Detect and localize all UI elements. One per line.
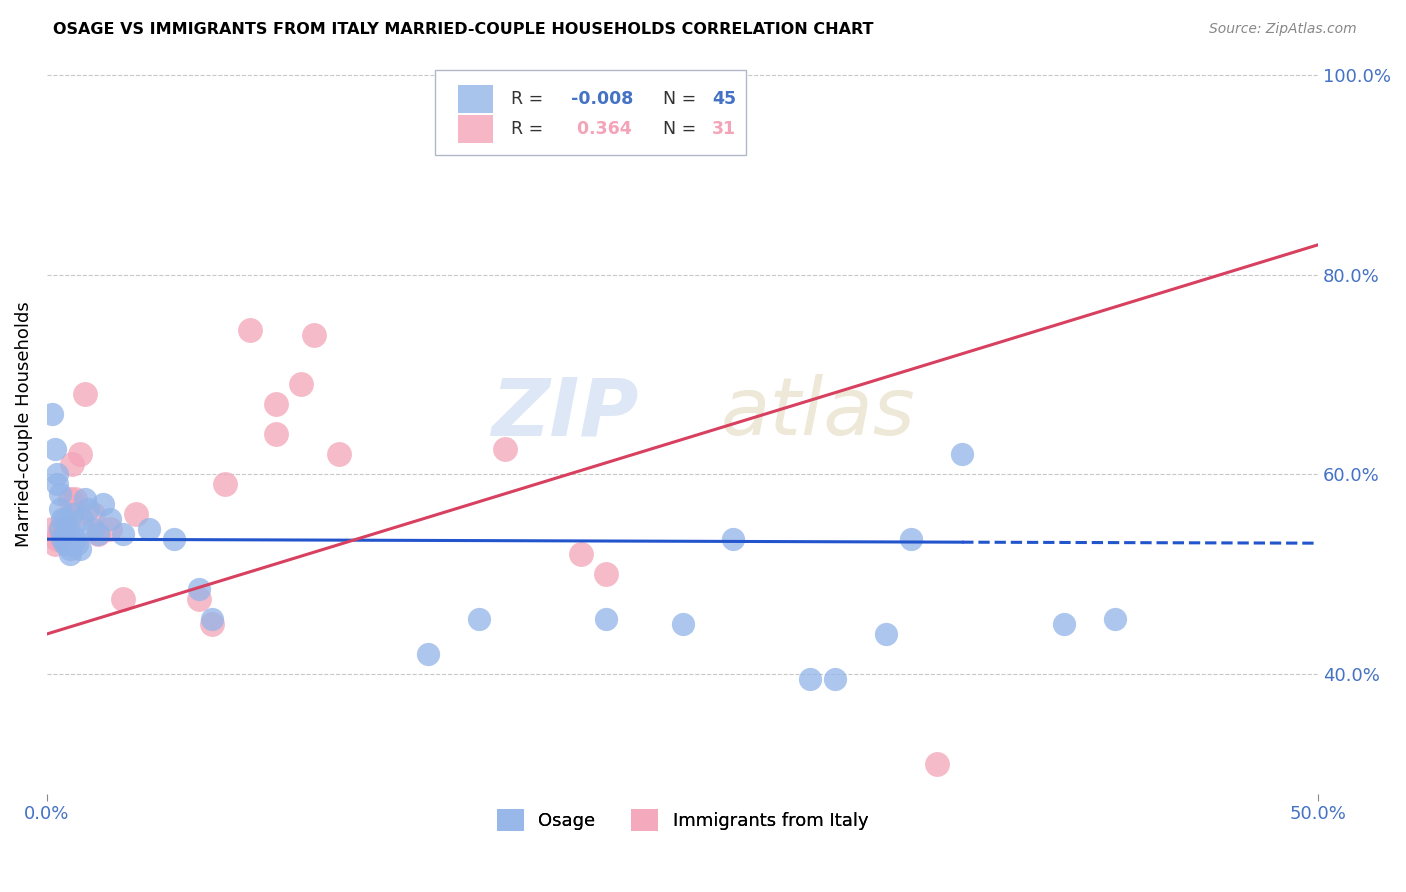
Point — [595, 612, 617, 626]
Legend: Osage, Immigrants from Italy: Osage, Immigrants from Italy — [489, 801, 876, 838]
Text: R =: R = — [510, 90, 548, 108]
Point — [188, 582, 211, 596]
Text: Source: ZipAtlas.com: Source: ZipAtlas.com — [1209, 22, 1357, 37]
Point — [69, 447, 91, 461]
Point — [73, 492, 96, 507]
Text: OSAGE VS IMMIGRANTS FROM ITALY MARRIED-COUPLE HOUSEHOLDS CORRELATION CHART: OSAGE VS IMMIGRANTS FROM ITALY MARRIED-C… — [53, 22, 875, 37]
Point — [53, 532, 76, 546]
Point — [48, 502, 70, 516]
Point — [87, 527, 110, 541]
Point — [66, 537, 89, 551]
Point — [418, 647, 440, 661]
Point — [66, 507, 89, 521]
Point — [60, 527, 83, 541]
Point — [824, 672, 846, 686]
Point — [799, 672, 821, 686]
Point — [72, 512, 94, 526]
Text: N =: N = — [664, 120, 702, 138]
FancyBboxPatch shape — [457, 115, 494, 143]
Point — [875, 627, 897, 641]
Point — [214, 477, 236, 491]
Point — [468, 612, 491, 626]
Text: 31: 31 — [711, 120, 735, 138]
Point — [494, 442, 516, 457]
Point — [264, 397, 287, 411]
Point — [87, 527, 110, 541]
Point — [59, 547, 82, 561]
Point — [201, 617, 224, 632]
Point — [290, 377, 312, 392]
Point — [163, 532, 186, 546]
Point — [51, 532, 73, 546]
Point — [900, 532, 922, 546]
Point — [1104, 612, 1126, 626]
Point — [100, 512, 122, 526]
Point — [59, 542, 82, 557]
Point — [73, 387, 96, 401]
Point — [48, 522, 70, 536]
Point — [125, 507, 148, 521]
Point — [46, 532, 69, 546]
Point — [56, 527, 79, 541]
Point — [60, 458, 83, 472]
Point — [48, 487, 70, 501]
Point — [53, 527, 76, 541]
Point — [595, 567, 617, 582]
Point — [82, 522, 104, 536]
FancyBboxPatch shape — [434, 70, 747, 155]
Text: 45: 45 — [711, 90, 735, 108]
Point — [723, 532, 745, 546]
Point — [91, 497, 114, 511]
Point — [76, 502, 98, 516]
Point — [82, 507, 104, 521]
Point — [950, 447, 973, 461]
Text: R =: R = — [510, 120, 548, 138]
Point — [41, 522, 63, 536]
Point — [63, 492, 86, 507]
Point — [239, 323, 262, 337]
Point — [60, 507, 83, 521]
FancyBboxPatch shape — [457, 85, 494, 112]
Point — [48, 522, 70, 536]
Point — [264, 427, 287, 442]
Point — [53, 512, 76, 526]
Point — [56, 537, 79, 551]
Point — [46, 467, 69, 482]
Point — [44, 442, 66, 457]
Point — [51, 522, 73, 536]
Point — [328, 447, 350, 461]
Point — [112, 592, 135, 607]
Point — [925, 756, 948, 771]
Point — [112, 527, 135, 541]
Point — [63, 532, 86, 546]
Point — [46, 477, 69, 491]
Point — [302, 327, 325, 342]
Point — [56, 522, 79, 536]
Point — [188, 592, 211, 607]
Text: ZIP: ZIP — [491, 375, 638, 452]
Point — [201, 612, 224, 626]
Point — [51, 512, 73, 526]
Point — [69, 542, 91, 557]
Point — [44, 537, 66, 551]
Text: atlas: atlas — [721, 375, 915, 452]
Point — [100, 522, 122, 536]
Point — [53, 537, 76, 551]
Text: N =: N = — [664, 90, 702, 108]
Text: -0.008: -0.008 — [571, 90, 633, 108]
Point — [138, 522, 160, 536]
Point — [671, 617, 693, 632]
Point — [569, 547, 592, 561]
Text: 0.364: 0.364 — [571, 120, 631, 138]
Point — [59, 492, 82, 507]
Y-axis label: Married-couple Households: Married-couple Households — [15, 301, 32, 548]
Point — [1053, 617, 1076, 632]
Point — [41, 408, 63, 422]
